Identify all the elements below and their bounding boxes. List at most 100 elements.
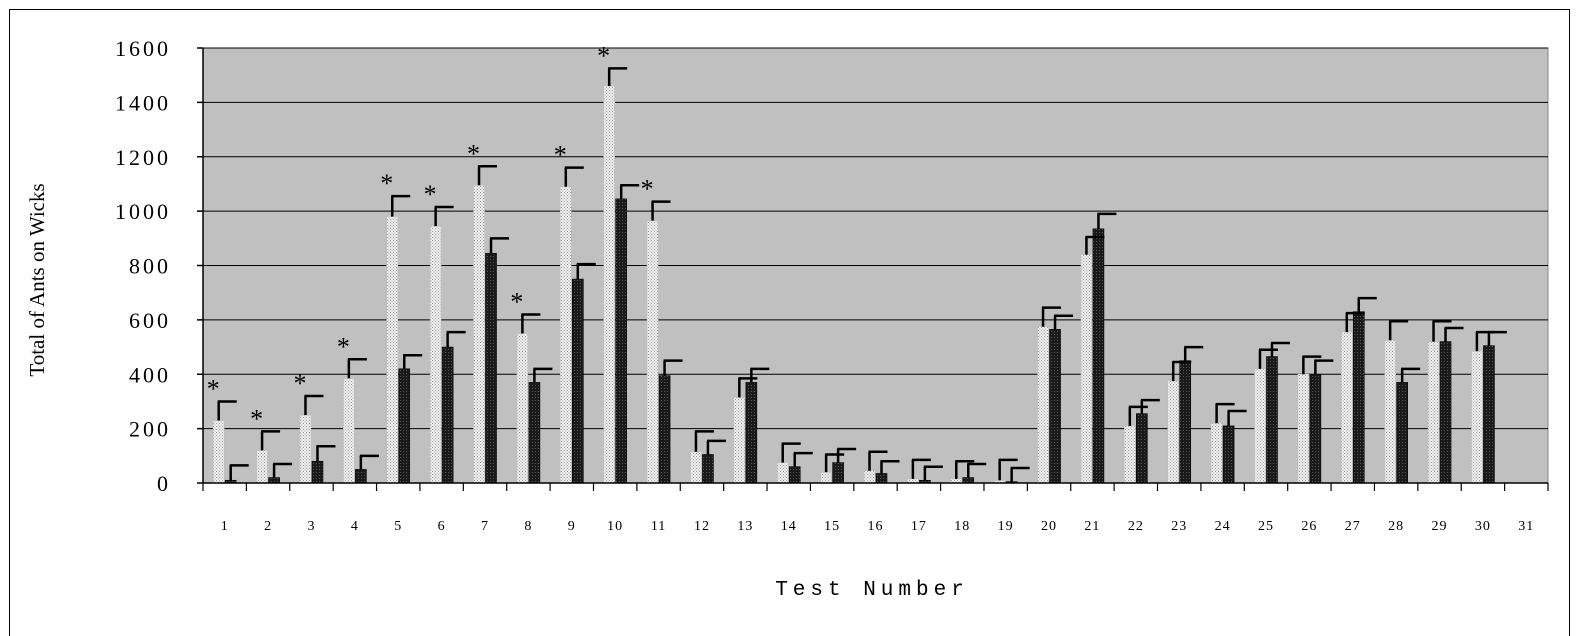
significance-star: * [250,404,263,433]
y-tick-label: 1400 [115,90,171,115]
bar [603,85,615,484]
axes [197,47,1549,491]
bar [256,450,268,484]
y-tick-label: 800 [129,254,171,279]
bar [690,451,702,484]
bar [485,252,497,484]
bar [1340,331,1353,484]
x-tick-label: 28 [1388,519,1404,534]
bar [299,414,312,484]
x-tick-label: 17 [911,519,927,534]
bar [528,382,541,484]
y-tick-label: 600 [129,308,171,333]
x-tick-label: 18 [954,519,970,534]
significance-star: * [554,141,567,170]
bar [473,184,485,484]
chart-frame [9,9,1570,636]
bar [268,477,280,484]
bar [1222,425,1235,484]
x-tick-label: 19 [998,519,1014,534]
x-tick-label: 30 [1475,519,1491,534]
bar [733,397,746,484]
bar [355,469,367,484]
bar [1266,356,1278,484]
x-tick-label: 21 [1084,519,1100,534]
x-tick-label: 14 [781,519,797,534]
bar [1179,360,1192,484]
bar [311,460,324,484]
x-tick-label: 1 [221,519,229,534]
bar [820,471,832,484]
x-tick-label: 4 [351,519,359,534]
x-tick-label: 24 [1215,519,1231,534]
bar [1092,228,1105,484]
bar [441,346,454,484]
x-tick-label: 22 [1128,519,1144,534]
x-tick-label: 12 [694,519,710,534]
significance-markers: * * * * * * * * * * * [207,41,654,433]
bar [658,375,671,484]
significance-star: * [467,139,480,168]
x-tick-label: 27 [1345,519,1361,534]
significance-star: * [293,369,306,398]
y-tick-label: 0 [157,471,171,496]
x-tick-label: 13 [737,519,753,534]
bar [1427,341,1440,484]
y-tick-label: 1600 [115,36,171,61]
x-tick-label: 15 [824,519,840,534]
bar [832,462,844,484]
x-tick-labels: 1 2 3 4 5 6 7 8 9 10 11 12 13 14 15 16 17 18 19 20 21 22 23 24 2… [221,519,1534,534]
significance-star: * [641,175,654,204]
x-tick-label: 26 [1301,519,1317,534]
x-tick-label: 11 [651,519,666,534]
bar [1037,326,1049,484]
bar [398,368,411,484]
significance-star: * [207,374,220,403]
bar [1124,425,1136,484]
bar [615,198,627,484]
significance-star: * [597,41,610,70]
bar [559,186,572,484]
x-tick-label: 20 [1041,519,1057,534]
bar [212,420,225,484]
bar [1384,339,1396,484]
significance-star: * [510,287,523,316]
bar [1396,382,1408,484]
x-tick-label: 3 [307,519,315,534]
x-axis-title: Test Number [775,579,969,602]
x-tick-label: 23 [1171,519,1187,534]
bar [1167,380,1180,484]
x-tick-label: 8 [524,519,532,534]
bar [1136,413,1148,484]
bar [1049,329,1061,484]
bar [863,470,876,484]
x-tick-label: 9 [568,519,576,534]
y-axis-title: Total of Ants on Wicks [25,183,49,376]
error-bars [217,67,1507,482]
bar [1210,422,1223,484]
bar [1080,254,1093,484]
gridlines [203,47,1548,430]
x-tick-label: 2 [264,519,272,534]
bar [1483,345,1495,484]
significance-star: * [380,169,393,198]
bar [571,278,584,484]
bar [343,378,355,484]
x-tick-label: 5 [394,519,402,534]
bar [776,462,789,484]
bar [1352,311,1365,484]
bar [386,216,399,484]
bar [962,477,975,484]
bar [1439,341,1452,484]
x-tick-label: 16 [868,519,884,534]
y-tick-label: 200 [129,417,171,442]
bar [875,473,888,484]
x-tick-label: 25 [1258,519,1274,534]
bar [702,454,714,484]
bar [429,225,442,484]
x-tick-label: 10 [607,519,623,534]
bar [1471,350,1483,484]
y-tick-label: 400 [129,362,171,387]
bar [1309,373,1322,484]
